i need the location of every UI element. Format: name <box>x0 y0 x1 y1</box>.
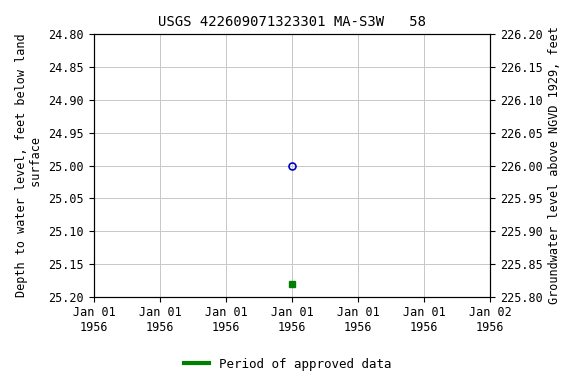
Title: USGS 422609071323301 MA-S3W   58: USGS 422609071323301 MA-S3W 58 <box>158 15 426 29</box>
Y-axis label: Groundwater level above NGVD 1929, feet: Groundwater level above NGVD 1929, feet <box>548 26 561 305</box>
Legend: Period of approved data: Period of approved data <box>179 353 397 376</box>
Y-axis label: Depth to water level, feet below land
 surface: Depth to water level, feet below land su… <box>15 34 43 297</box>
